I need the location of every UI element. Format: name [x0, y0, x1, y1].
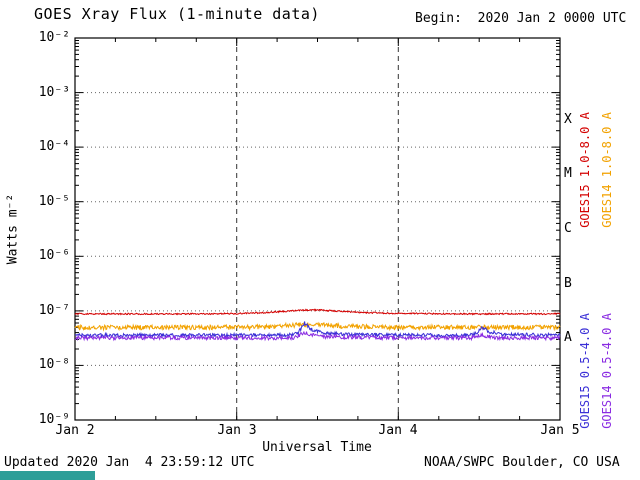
flare-class-label: C: [564, 221, 572, 236]
x-tick-label: Jan 2: [55, 423, 95, 438]
flare-class-label: B: [564, 276, 572, 291]
flare-class-label: M: [564, 166, 572, 181]
series-label-goes14-short: GOES14 0.5-4.0 A: [600, 313, 614, 429]
x-tick-label: Jan 4: [378, 423, 418, 438]
updated-timestamp: Updated 2020 Jan 4 23:59:12 UTC: [4, 455, 255, 470]
y-tick-label: 10⁻⁸: [38, 357, 70, 372]
y-tick-label: 10⁻⁹: [38, 412, 70, 427]
y-tick-label: 10⁻⁶: [38, 248, 70, 263]
y-tick-label: 10⁻³: [38, 85, 70, 100]
x-tick-label: Jan 3: [217, 423, 257, 438]
y-tick-label: 10⁻²: [38, 30, 70, 45]
series-label-goes14-long: GOES14 1.0-8.0 A: [600, 112, 614, 228]
series-label-goes15-short: GOES15 0.5-4.0 A: [578, 313, 592, 429]
series-label-goes15-long: GOES15 1.0-8.0 A: [578, 112, 592, 228]
flare-class-label: A: [564, 330, 572, 345]
flare-class-label: X: [564, 112, 572, 127]
page-title: GOES Xray Flux (1-minute data): [34, 5, 320, 23]
source-label: NOAA/SWPC Boulder, CO USA: [424, 455, 620, 470]
y-tick-label: 10⁻⁴: [38, 139, 70, 154]
x-tick-label: Jan 5: [540, 423, 580, 438]
y-tick-label: 10⁻⁷: [38, 303, 70, 318]
begin-label: Begin: 2020 Jan 2 0000 UTC: [415, 11, 627, 26]
y-tick-label: 10⁻⁵: [38, 194, 70, 209]
bottom-left-banner: [0, 471, 95, 480]
x-axis-label: Universal Time: [262, 440, 372, 455]
